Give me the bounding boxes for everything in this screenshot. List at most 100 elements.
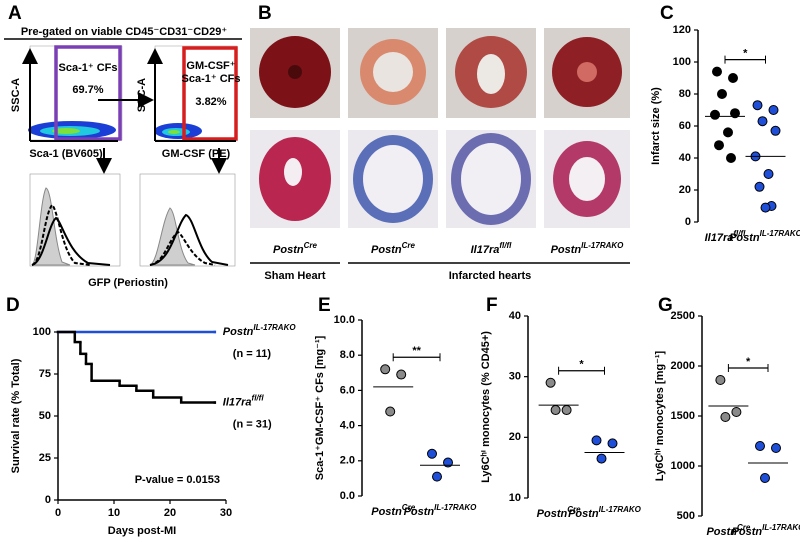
data-point (763, 169, 774, 179)
y-tick-label: 40 (679, 152, 691, 164)
label: Il17rafl/fl (223, 393, 265, 408)
data-point (768, 105, 779, 115)
y-tick-label: 10.0 (334, 314, 355, 326)
x-axis-label: GM-CSF (PE) (162, 148, 231, 160)
label-sup: Cre (402, 241, 416, 250)
y-tick-label: 500 (677, 510, 695, 522)
data-point (607, 438, 618, 449)
label: PostnCre (537, 505, 581, 520)
y-tick-label: 0 (685, 216, 691, 228)
data-point (714, 140, 724, 151)
histogram-2 (139, 173, 236, 267)
y-tick-label: 20 (509, 431, 521, 443)
label-sup: fl/fl (499, 241, 512, 250)
data-point (545, 377, 556, 388)
label-base: Postn (732, 526, 763, 538)
label-base: Il17ra (705, 232, 734, 244)
label: PostnIL-17RAKO (223, 323, 297, 338)
significance: * (579, 359, 584, 371)
label: PostnIL-17RAKO (729, 229, 800, 244)
data-point (427, 448, 437, 459)
label-sup: IL-17RAKO (762, 523, 800, 532)
label-base: Postn (404, 506, 435, 518)
data-point (731, 407, 742, 417)
significance: * (743, 48, 748, 60)
y-tick-label: 2500 (671, 310, 695, 322)
label-base: Postn (568, 508, 599, 520)
annotation: P-value = 0.0153 (135, 474, 220, 486)
label: PostnIL-17RAKO (732, 523, 800, 538)
y-axis-label: SSC-A (10, 78, 22, 112)
label: Il17rafl/fl (705, 229, 747, 244)
label-base: Postn (729, 232, 760, 244)
label-sup: IL-17RAKO (760, 229, 800, 238)
data-point (723, 127, 733, 138)
y-tick-label: 20 (679, 184, 691, 196)
label-base: Postn (273, 244, 304, 256)
gate-name: GM-CSF⁺ (186, 60, 235, 72)
flow-plot-1 (22, 45, 123, 142)
significance: ** (412, 345, 421, 357)
y-axis-label: Ly6Cʰⁱ monocytes [mg⁻¹] (654, 350, 666, 481)
data-point (760, 202, 771, 213)
y-axis-label: Survival rate (% Total) (10, 358, 22, 473)
x-tick-label: 20 (164, 507, 176, 519)
data-point (771, 443, 781, 453)
y-axis-label: Ly6Cʰⁱ monocytes (% CD45+) (480, 331, 492, 483)
label-sup: Cre (304, 241, 318, 250)
gate-name: Sca-1⁺ CFs (59, 62, 118, 74)
x-tick-label: 10 (108, 507, 120, 519)
label-base: Postn (551, 244, 582, 256)
label: PostnCre (371, 503, 415, 518)
y-axis-label: SSC-A (136, 78, 148, 112)
y-tick-label: 6.0 (340, 384, 355, 396)
panel-letter: G (658, 295, 673, 316)
y-tick-label: 0.0 (340, 490, 355, 502)
data-point (717, 89, 727, 99)
label-sup: IL-17RAKO (434, 503, 477, 512)
x-axis-label: Days post-MI (108, 525, 176, 537)
data-point (752, 100, 763, 111)
gate-name: Sca-1⁺ CFs (182, 73, 241, 85)
panel-letter: B (258, 3, 272, 24)
label-base: Postn (706, 526, 737, 538)
label: Il17rafl/fl (471, 241, 513, 256)
label: PostnCre (706, 523, 750, 538)
y-tick-label: 60 (679, 120, 691, 132)
data-point (432, 471, 442, 482)
panel-letter: F (486, 295, 498, 316)
group-label: Sham Heart (264, 270, 325, 282)
data-point (760, 473, 770, 483)
data-point (755, 441, 765, 451)
data-point (443, 457, 453, 468)
x-tick-label: 30 (220, 507, 232, 519)
panel-letter: A (8, 3, 22, 24)
data-point (726, 153, 736, 163)
data-point (770, 125, 781, 136)
y-tick-label: 1500 (671, 410, 695, 422)
data-point (396, 369, 407, 380)
label-base: Postn (371, 506, 402, 518)
data-point (380, 364, 391, 375)
y-tick-label: 2000 (671, 360, 695, 372)
y-tick-label: 40 (509, 310, 521, 322)
n-label: (n = 31) (233, 418, 272, 430)
y-tick-label: 80 (679, 88, 691, 100)
data-point (754, 181, 765, 192)
label: PostnIL-17RAKO (404, 503, 478, 518)
label-base: Postn (223, 326, 254, 338)
y-tick-label: 1000 (671, 460, 695, 472)
label: PostnIL-17RAKO (568, 505, 642, 520)
y-tick-label: 50 (39, 410, 51, 422)
label: PostnCre (273, 241, 317, 256)
y-tick-label: 4.0 (340, 420, 355, 432)
data-point (715, 375, 726, 385)
label-base: Postn (371, 244, 402, 256)
n-label: (n = 11) (233, 348, 272, 360)
y-tick-label: 120 (673, 24, 691, 36)
label-sup: IL-17RAKO (253, 323, 296, 332)
y-tick-label: 25 (39, 452, 51, 464)
data-point (550, 405, 561, 416)
y-tick-label: 100 (673, 56, 691, 68)
